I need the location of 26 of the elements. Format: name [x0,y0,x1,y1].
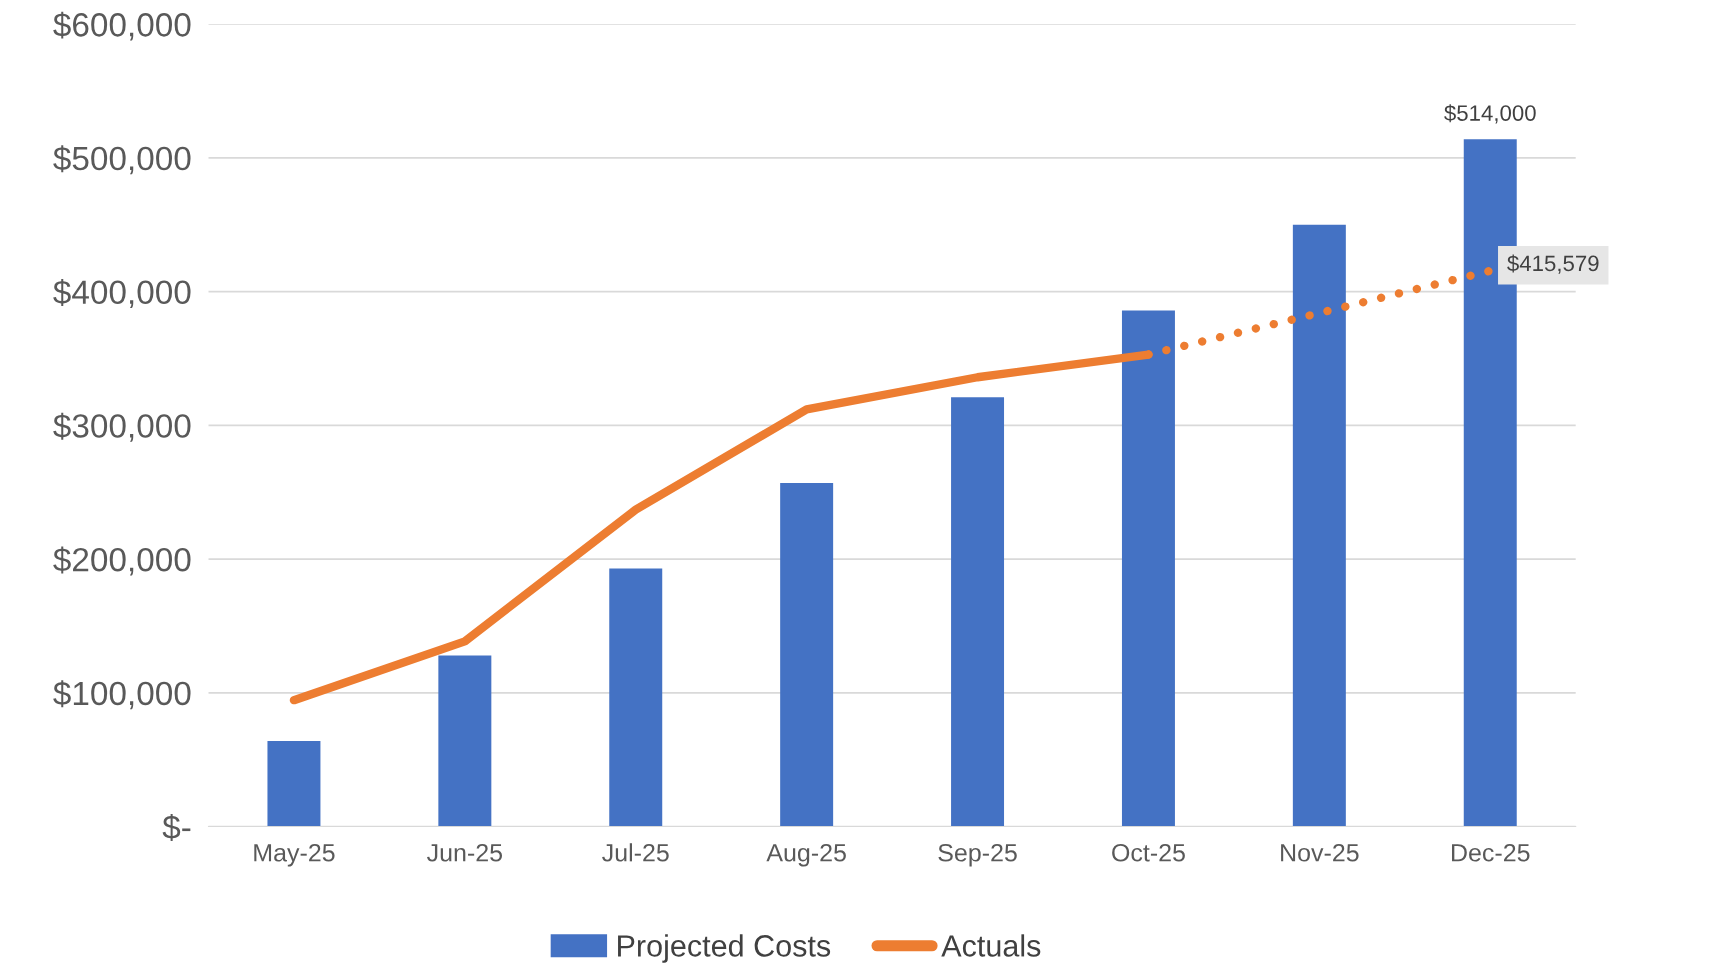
x-tick-label: Aug-25 [766,843,846,867]
data-label: $415,579 [1507,254,1599,274]
legend-label: Actuals [941,934,1041,957]
x-tick-label: Nov-25 [1281,843,1359,862]
x-tick-label: Jul-25 [602,843,669,862]
bar [438,655,492,827]
bar [780,482,834,827]
x-tick-label: Jun-25 [427,843,503,862]
y-tick-label: $300,000 [53,412,191,442]
y-tick-label: $600,000 [53,11,191,41]
bar [1121,310,1175,827]
y-tick-label: $500,000 [53,145,191,175]
y-tick-label: $100,000 [53,680,191,710]
x-tick-label: Oct-25 [1112,843,1185,862]
bar [267,740,321,827]
y-tick-label: $- [162,813,191,841]
y-tick-label: $200,000 [53,546,191,576]
bar [609,568,663,827]
x-tick-label: Dec-25 [1452,843,1530,862]
bar [951,397,1005,827]
legend-label: Projected Costs [618,934,831,963]
x-tick-label: Sep-25 [938,843,1017,867]
x-tick-label: May-25 [254,843,335,867]
data-label: $514,000 [1444,104,1536,124]
y-tick-label: $400,000 [53,279,191,309]
bar [1292,224,1346,827]
